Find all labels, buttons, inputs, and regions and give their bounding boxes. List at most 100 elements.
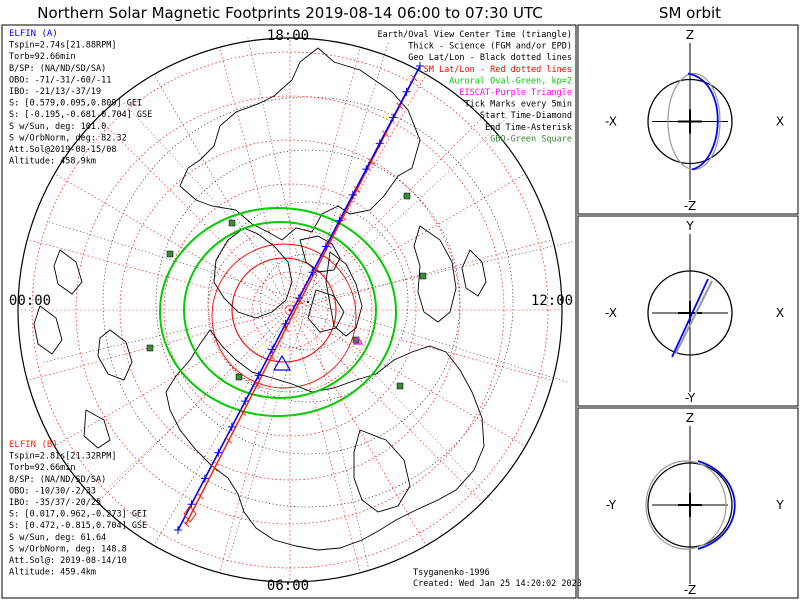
sat-info-line: IBO: -21/13/-37/19 xyxy=(9,87,101,97)
coastline-greenland xyxy=(213,227,293,319)
elfin-a-info: ELFIN (A) Tspin=2.74s[21.88RPM]Torb=92.6… xyxy=(9,29,152,167)
orbit-panel-frame xyxy=(577,407,799,599)
elfin-b-tick xyxy=(239,409,247,416)
elfin-b-start-diamond xyxy=(183,505,197,523)
orbit-panel: Y -Y -X X xyxy=(577,215,799,407)
ground-station-square xyxy=(419,272,427,280)
elfin-b-tick xyxy=(282,325,290,333)
sm-longitude-line xyxy=(289,47,361,311)
coastlines xyxy=(33,47,487,551)
elfin-b-tick xyxy=(339,214,347,221)
earth-circle xyxy=(647,270,733,356)
legend-entry: Auroral Oval-Green, kp=2 xyxy=(449,76,572,86)
sm-latitude-circle xyxy=(119,139,461,481)
elfin-b-tick xyxy=(211,464,218,472)
orbit-path-a xyxy=(697,460,736,550)
elfin-b-tick xyxy=(310,269,318,277)
orbit-axis-label-bottom: -Y xyxy=(685,391,696,405)
orbit-axis-label-left: -Y xyxy=(606,498,617,512)
created-timestamp: Created: Wed Jan 25 14:20:02 2023 xyxy=(413,579,582,589)
auroral-oval-outer xyxy=(159,207,397,417)
orbit-path-b xyxy=(645,460,727,550)
elfin-b-tick xyxy=(353,186,361,193)
sm-latitude-circle xyxy=(31,51,549,569)
sm-longitude-line xyxy=(97,117,291,311)
orbit-axis-label-bottom: -Z xyxy=(684,199,697,213)
orbit-path-b xyxy=(675,280,713,354)
earth-circle xyxy=(647,78,733,165)
orbit-axis-label-right: Y xyxy=(775,498,784,512)
elfin-b-info: ELFIN (B) Tspin=2.81s[21.32RPM]Torb=92.6… xyxy=(9,440,147,578)
elfin-b-name: ELFIN (B) xyxy=(9,440,58,450)
legend-entry: End Time-Asterisk xyxy=(485,123,572,133)
sm-longitude-line xyxy=(289,173,526,311)
ground-station-square xyxy=(403,192,411,200)
sat-info-line: S: [0.579,0.095,0.809] GEI xyxy=(9,99,142,109)
elfin-b-tick xyxy=(382,130,389,138)
sm-longitude-line xyxy=(289,309,427,546)
ground-station-square xyxy=(235,373,243,381)
sm-longitude-line xyxy=(289,309,361,573)
orbit-path-a xyxy=(671,278,709,358)
elfin-b-tick xyxy=(410,74,418,82)
sat-info-line: S: [-0.195,-0.681,0.704] GSE xyxy=(9,110,152,120)
orbit-path-a xyxy=(687,72,719,171)
elfin-b-tick xyxy=(196,492,204,500)
elfin-b-tick xyxy=(182,520,190,528)
time-label-bottom: 06:00 xyxy=(267,578,309,594)
sat-info-line: Altitude: 459.4km xyxy=(9,568,96,578)
sat-info-line: Torb=92.66min xyxy=(9,52,76,62)
legend: Earth/Oval View Center Time (triangle) Th… xyxy=(378,30,572,144)
sat-info-line: Torb=92.66min xyxy=(9,463,76,473)
sat-info-line: OBO: -10/30/-2/33 xyxy=(9,486,96,496)
legend-entry: EISCAT-Purple Triangle xyxy=(459,88,572,98)
auroral-ovals xyxy=(159,207,397,417)
sat-info-line: Tspin=2.74s[21.88RPM] xyxy=(9,41,116,51)
coastline-south-asia xyxy=(353,429,411,513)
sat-info-line: S w/OrbNorm, deg: 148.8 xyxy=(9,544,127,554)
sm-grid-lines xyxy=(18,38,562,582)
sat-info-line: Altitude: 458.9km xyxy=(9,157,96,167)
earth-circle xyxy=(647,462,733,548)
elfin-b-tick xyxy=(253,381,261,388)
orbit-panel-frame xyxy=(577,215,799,407)
orbit-panel: Z -Z -X X xyxy=(577,24,799,215)
legend-entry: Tick Marks every 5min xyxy=(465,100,572,110)
sat-info-line: B/SP: (NA/ND/SD/SA) xyxy=(9,64,106,74)
sm-longitude-line xyxy=(153,74,291,311)
sm-longitude-line xyxy=(97,309,291,503)
time-label-top: 18:00 xyxy=(267,28,309,44)
elfin-b-tick xyxy=(225,437,233,444)
elfin-b-tick xyxy=(325,241,332,249)
sm-longitude-line xyxy=(54,173,291,311)
sat-info-line: Tspin=2.81s[21.32RPM] xyxy=(9,452,116,462)
time-label-right: 12:00 xyxy=(531,293,573,309)
sm-orbit-panels: Z -Z -X X Y -Y -X X Z -Z -Y Y xyxy=(577,24,799,599)
orbit-panel: Z -Z -Y Y xyxy=(577,407,799,599)
geo-latitude-circle xyxy=(207,201,409,403)
polar-map xyxy=(17,36,574,583)
geo-latitude-circle xyxy=(102,96,514,508)
sm-longitude-line xyxy=(153,309,291,546)
orbit-axis-label-left: -X xyxy=(605,115,617,129)
ground-station-square xyxy=(396,382,404,390)
sat-info-line: S: [0.017,0.962,-0.273] GEI xyxy=(9,510,147,520)
legend-entry: Start Time-Diamond xyxy=(480,111,572,121)
geo-latitude-circle xyxy=(155,149,461,455)
orbit-axis-label-top: Z xyxy=(686,28,694,42)
auroral-oval-inner xyxy=(183,221,377,399)
sm-latitude-circle xyxy=(207,227,373,393)
coastline-north-america xyxy=(179,47,421,241)
legend-entry: Thick - Science (FGM and/or EPD) xyxy=(408,42,572,52)
map-frame xyxy=(1,24,577,599)
ground-station-square xyxy=(166,250,174,258)
main-title: Northern Solar Magnetic Footprints 2019-… xyxy=(37,4,542,22)
eiscat-triangle xyxy=(352,335,364,345)
elfin-b-tick xyxy=(367,158,375,165)
orbit-axis-label-right: X xyxy=(776,306,784,320)
sm-reference-circle-outer xyxy=(211,243,357,389)
geo-grid-lines xyxy=(42,36,574,568)
geo-latitude-circle xyxy=(259,253,357,351)
sm-longitude-line xyxy=(219,309,291,573)
legend-entry: Earth/Oval View Center Time (triangle) xyxy=(378,30,572,40)
